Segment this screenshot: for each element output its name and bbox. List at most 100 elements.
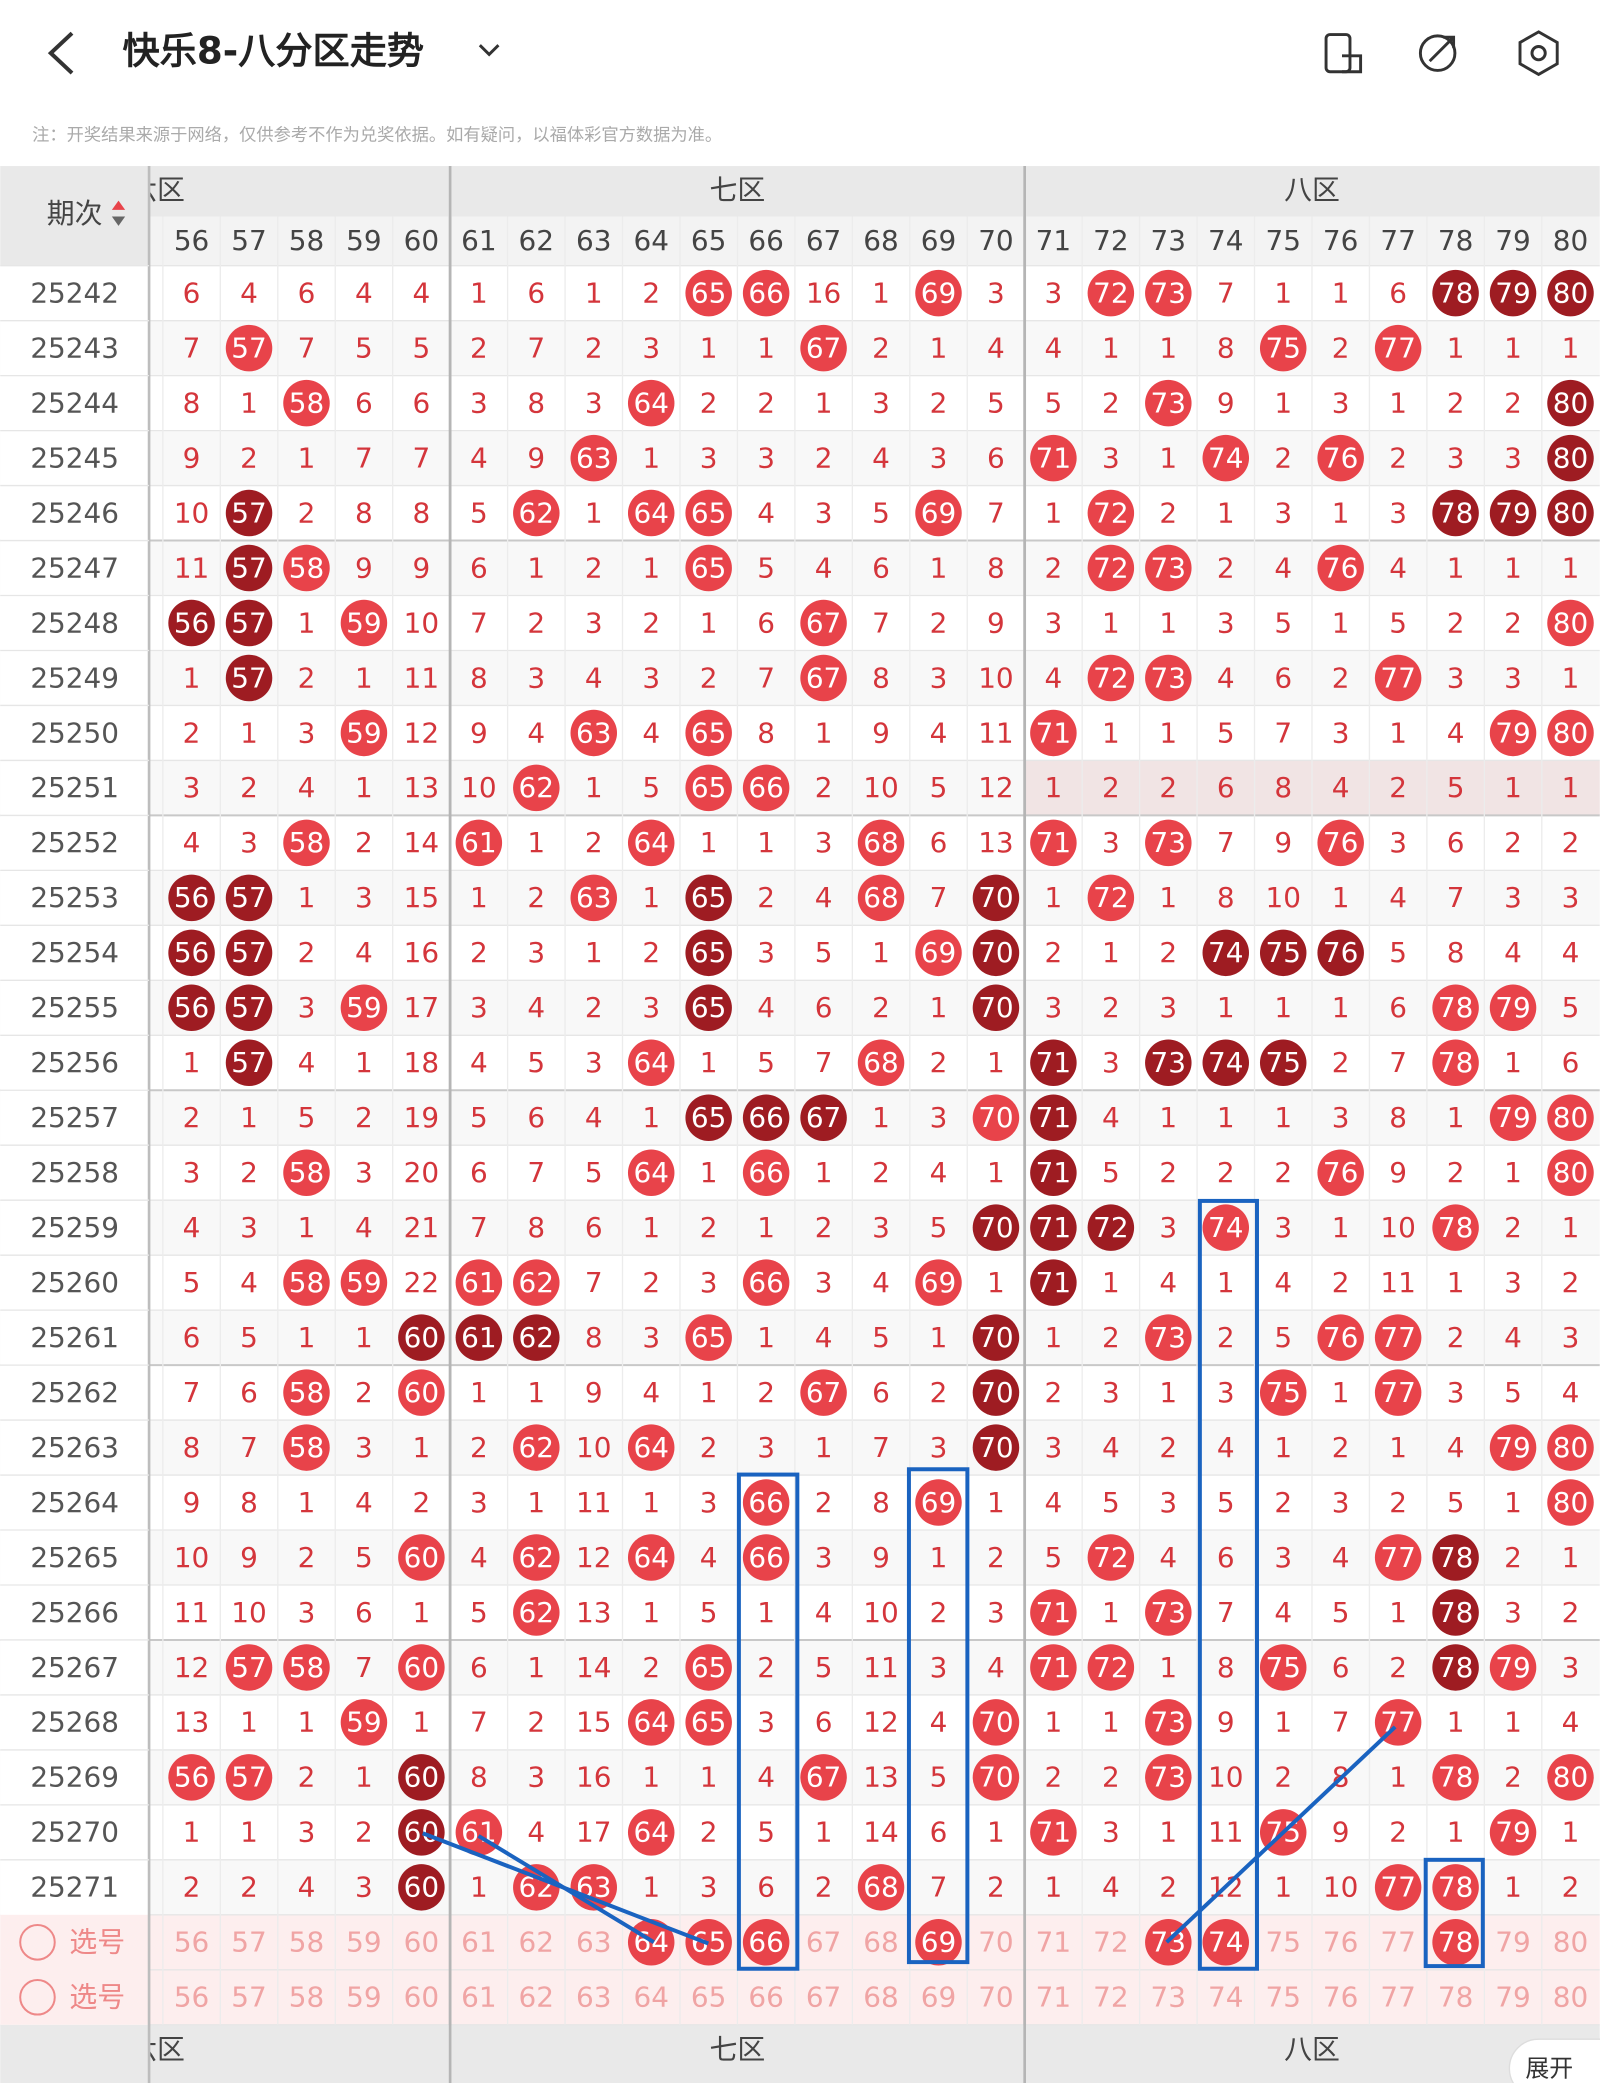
miss-count: 1 <box>1217 1101 1235 1134</box>
layout-icon[interactable] <box>1324 33 1352 74</box>
back-button[interactable] <box>47 31 74 75</box>
pick-number[interactable]: 56 <box>174 1926 209 1959</box>
pick-number[interactable]: 57 <box>231 1926 266 1959</box>
pick-number[interactable]: 74 <box>1208 1981 1243 2014</box>
pick-number[interactable]: 61 <box>461 1926 496 1959</box>
expand-button[interactable] <box>1508 2038 1600 2083</box>
pick-number[interactable]: 72 <box>1093 1926 1128 1959</box>
pick-number[interactable]: 60 <box>404 1926 439 1959</box>
miss-count: 9 <box>1217 386 1235 419</box>
hit-number: 80 <box>1553 1431 1588 1464</box>
hit-number: 73 <box>1151 1046 1186 1079</box>
pick-number[interactable]: 59 <box>346 1981 381 2014</box>
miss-count: 3 <box>1332 716 1350 749</box>
pick-number[interactable]: 63 <box>576 1981 611 2014</box>
hit-number: 77 <box>1380 1541 1415 1574</box>
miss-count: 1 <box>298 606 316 639</box>
miss-count: 3 <box>1504 1596 1522 1629</box>
selected-number[interactable]: 66 <box>748 1926 783 1959</box>
miss-count: 8 <box>1217 331 1235 364</box>
pick-number[interactable]: 77 <box>1380 1981 1415 2014</box>
pick-number[interactable]: 60 <box>404 1981 439 2014</box>
number-ball <box>1547 709 1594 757</box>
miss-count: 1 <box>1102 1596 1120 1629</box>
pick-number[interactable]: 68 <box>863 1926 898 1959</box>
number-ball <box>1202 434 1250 482</box>
pick-number[interactable]: 68 <box>863 1981 898 2014</box>
pick-number[interactable]: 76 <box>1323 1981 1358 2014</box>
pick-number[interactable]: 61 <box>461 1981 496 2014</box>
miss-count: 1 <box>642 1871 660 1904</box>
pick-number[interactable]: 77 <box>1380 1926 1415 1959</box>
pick-number[interactable]: 79 <box>1495 1981 1530 2014</box>
pick-number[interactable]: 58 <box>289 1981 324 2014</box>
hit-number: 77 <box>1380 1871 1415 1904</box>
miss-count: 6 <box>1389 277 1407 310</box>
miss-count: 1 <box>585 277 603 310</box>
pick-number[interactable]: 76 <box>1323 1926 1358 1959</box>
hit-number: 73 <box>1151 551 1186 584</box>
number-ball <box>1030 709 1077 757</box>
number-ball <box>283 1149 330 1196</box>
pick-number[interactable]: 79 <box>1495 1926 1530 1959</box>
select-radio[interactable] <box>19 1924 56 1961</box>
miss-count: 5 <box>757 1816 775 1849</box>
pick-number[interactable]: 80 <box>1553 1981 1588 2014</box>
number-ball <box>685 929 732 977</box>
pick-number[interactable]: 70 <box>978 1981 1013 2014</box>
pick-number[interactable]: 70 <box>978 1926 1013 1959</box>
number-ball <box>398 1314 445 1361</box>
pick-number[interactable]: 72 <box>1093 1981 1128 2014</box>
miss-count: 2 <box>1447 386 1465 419</box>
miss-count: 1 <box>470 881 488 914</box>
period-header[interactable]: 期次 <box>47 197 103 230</box>
miss-count: 2 <box>930 1376 948 1409</box>
pick-number[interactable]: 62 <box>519 1926 554 1959</box>
pick-number[interactable]: 66 <box>748 1981 783 2014</box>
pick-number[interactable]: 63 <box>576 1926 611 1959</box>
number-ball <box>225 1039 273 1087</box>
pick-number[interactable]: 58 <box>289 1926 324 1959</box>
share-icon[interactable] <box>1418 34 1457 72</box>
pick-number[interactable]: 71 <box>1036 1981 1071 2014</box>
miss-count: 3 <box>1447 1376 1465 1409</box>
pick-number[interactable]: 73 <box>1151 1981 1186 2014</box>
pick-number[interactable]: 65 <box>691 1981 726 2014</box>
pick-number[interactable]: 62 <box>519 1981 554 2014</box>
hit-number: 59 <box>346 991 381 1024</box>
pick-number[interactable]: 59 <box>346 1926 381 1959</box>
hit-number: 66 <box>748 1101 783 1134</box>
pick-number[interactable]: 57 <box>231 1981 266 2014</box>
select-radio[interactable] <box>19 1979 56 2016</box>
pick-number[interactable]: 78 <box>1438 1981 1473 2014</box>
settings-icon[interactable] <box>1518 30 1559 77</box>
hit-number: 80 <box>1553 1156 1588 1189</box>
pick-number[interactable]: 71 <box>1036 1926 1071 1959</box>
selected-number[interactable]: 78 <box>1438 1926 1473 1959</box>
number-ball <box>455 819 503 867</box>
period: 25244 <box>30 386 119 419</box>
miss-count: 1 <box>183 1046 201 1079</box>
pick-number[interactable]: 56 <box>174 1981 209 2014</box>
miss-count: 9 <box>1332 1816 1350 1849</box>
hit-number: 79 <box>1495 1651 1530 1684</box>
title-dropdown[interactable] <box>478 44 500 57</box>
miss-count: 1 <box>1159 441 1177 474</box>
miss-count: 5 <box>1274 1321 1292 1354</box>
miss-count: 4 <box>1159 1266 1177 1299</box>
pick-number[interactable]: 64 <box>633 1981 668 2014</box>
period: 25269 <box>30 1761 119 1794</box>
number-ball <box>685 544 732 592</box>
pick-number[interactable]: 69 <box>921 1981 956 2014</box>
pick-number[interactable]: 67 <box>806 1981 841 2014</box>
hit-number: 60 <box>404 1761 439 1794</box>
pick-number[interactable]: 75 <box>1265 1926 1300 1959</box>
pick-number[interactable]: 67 <box>806 1926 841 1959</box>
selected-number[interactable]: 69 <box>921 1926 956 1959</box>
hit-number: 72 <box>1093 1211 1128 1244</box>
pick-number[interactable]: 75 <box>1265 1981 1300 2014</box>
selected-number[interactable]: 74 <box>1208 1926 1243 1959</box>
pick-number[interactable]: 80 <box>1553 1926 1588 1959</box>
expand-label[interactable]: 展开 <box>1525 2055 1573 2083</box>
miss-count: 1 <box>1562 551 1580 584</box>
